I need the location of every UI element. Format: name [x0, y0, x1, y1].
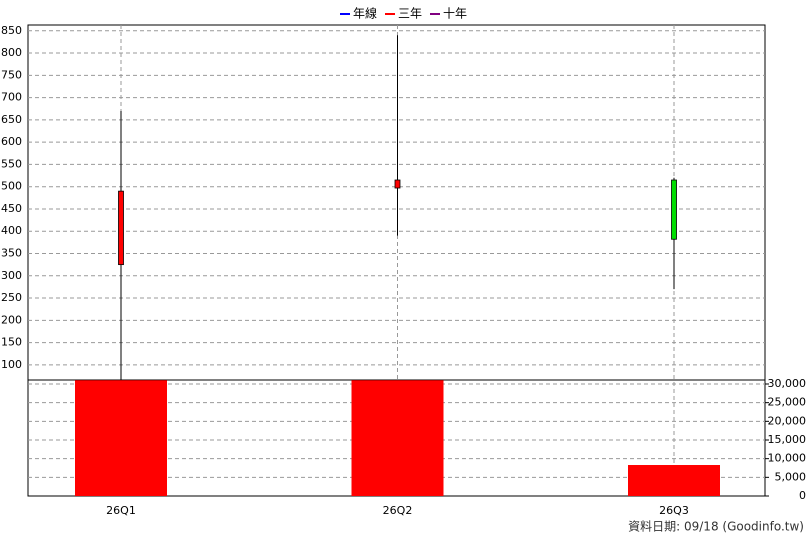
y-tick-label: 150 — [1, 336, 22, 349]
y-tick-label: 100 — [1, 358, 22, 371]
y-tick-label: 700 — [1, 91, 22, 104]
y2-tick-label: 30,000 — [768, 377, 807, 390]
y-tick-label: 200 — [1, 313, 22, 326]
y2-tick-label: 0 — [799, 489, 806, 502]
y2-tick-label: 25,000 — [768, 396, 807, 409]
legend-label: 年線 — [353, 6, 377, 21]
x-tick-label: 26Q3 — [659, 504, 689, 517]
y-tick-label: 400 — [1, 224, 22, 237]
y-tick-label: 850 — [1, 24, 22, 37]
volume-bar — [351, 380, 444, 496]
y2-tick-label: 15,000 — [768, 433, 807, 446]
y-tick-label: 600 — [1, 135, 22, 148]
y-tick-label: 800 — [1, 46, 22, 59]
source-note: 資料日期: 09/18 (Goodinfo.tw) — [628, 520, 804, 534]
y2-tick-label: 10,000 — [768, 452, 807, 465]
y-tick-label: 250 — [1, 291, 22, 304]
y-tick-label: 750 — [1, 68, 22, 81]
y-tick-label: 450 — [1, 202, 22, 215]
legend-label: 十年 — [443, 7, 467, 21]
y-tick-label: 300 — [1, 269, 22, 282]
y-tick-label: 650 — [1, 113, 22, 126]
y-tick-label: 500 — [1, 180, 22, 193]
candle-body — [671, 179, 677, 240]
x-tick-label: 26Q2 — [383, 504, 413, 517]
candle-body — [118, 190, 124, 266]
legend-label: 三年 — [398, 7, 422, 21]
volume-bar — [628, 465, 720, 496]
x-tick-label: 26Q1 — [106, 504, 136, 517]
volume-bar — [75, 380, 167, 496]
y2-tick-label: 20,000 — [768, 414, 807, 427]
y2-tick-label: 5,000 — [775, 470, 807, 483]
y-tick-label: 550 — [1, 157, 22, 170]
candle-body — [394, 179, 401, 189]
y-tick-label: 350 — [1, 247, 22, 260]
